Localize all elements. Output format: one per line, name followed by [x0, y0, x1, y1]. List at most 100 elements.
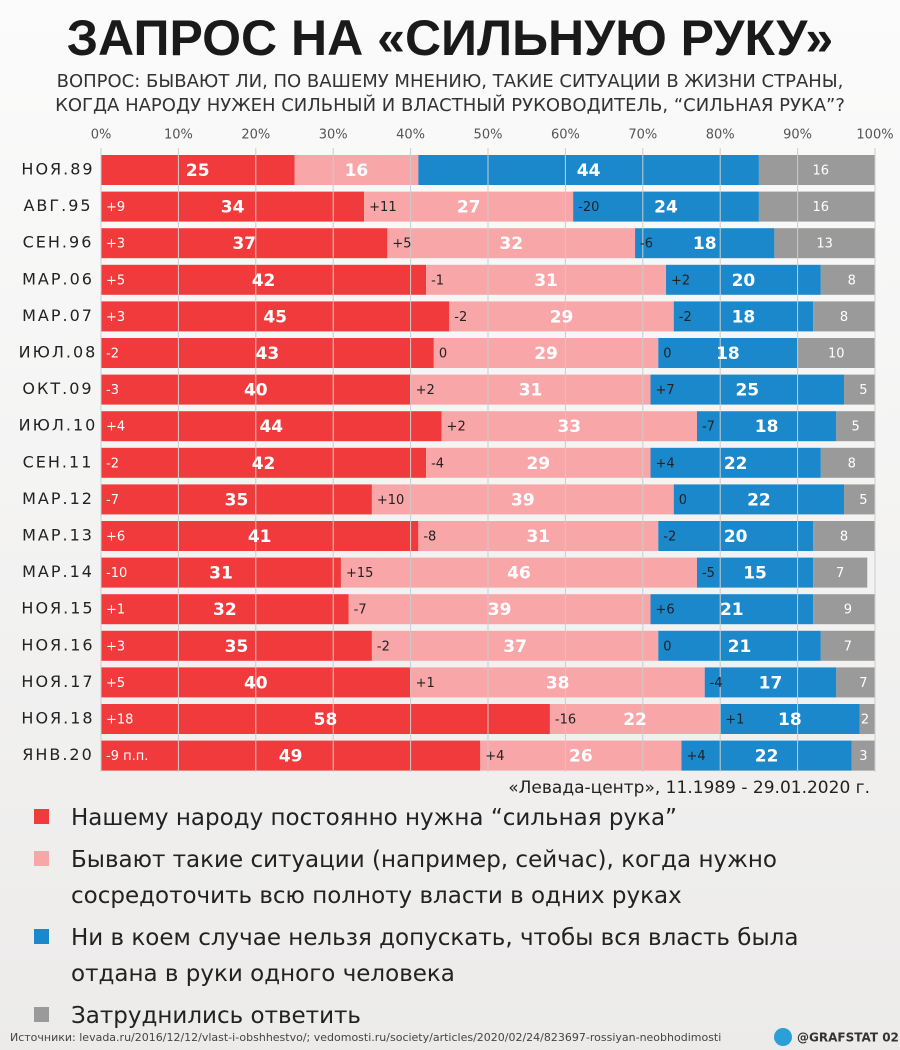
bar-segment: [658, 630, 821, 661]
change-label: +2: [671, 273, 690, 288]
credit: @GRAFSTAT 02.2020: [797, 1031, 900, 1045]
change-label: +10: [377, 493, 404, 508]
value-label: 41: [248, 527, 272, 547]
legend-swatch: [34, 929, 49, 944]
bar-segment: [364, 191, 574, 222]
value-label: 25: [186, 161, 210, 181]
bar-segment: [101, 740, 481, 771]
bar-segment: [704, 667, 837, 698]
category-label: НОЯ.15: [21, 599, 94, 618]
category-label: СЕН.96: [23, 233, 94, 252]
bar-segment: [294, 155, 419, 185]
change-label: +11: [369, 200, 396, 215]
legend: Нашему народу постоянно нужна “сильная р…: [34, 800, 834, 1040]
category-label: СЕН.11: [23, 452, 94, 471]
change-label: 0: [663, 639, 671, 654]
bar-segment: [836, 667, 875, 698]
value-label: 8: [840, 310, 848, 325]
change-label: +4: [485, 749, 504, 764]
value-label: 10: [828, 347, 845, 362]
value-label: 31: [534, 271, 558, 291]
change-label: +7: [656, 383, 675, 398]
change-label: +4: [656, 456, 675, 471]
x-tick-label: 20%: [241, 128, 270, 143]
value-label: 40: [244, 673, 268, 693]
bar-segment: [658, 338, 798, 368]
bar-segment: [101, 704, 550, 734]
footnote: Источники: levada.ru/2016/12/12/vlast-i-…: [10, 1031, 721, 1044]
bar-segment: [101, 191, 365, 222]
change-label: +9: [106, 200, 125, 215]
change-label: -2: [679, 310, 692, 325]
value-label: 32: [499, 234, 523, 254]
bar-segment: [101, 228, 388, 259]
value-label: 22: [724, 454, 748, 474]
bar-segment: [758, 155, 875, 185]
change-label: -16: [555, 713, 576, 728]
bar-segment: [418, 521, 659, 551]
change-label: -20: [578, 200, 599, 215]
change-label: +4: [106, 420, 125, 435]
value-label: 39: [511, 490, 535, 510]
bar-segment: [410, 667, 705, 698]
bar-segment: [371, 630, 659, 661]
bar-segment: [426, 447, 651, 478]
legend-swatch: [34, 851, 49, 866]
value-label: 5: [859, 493, 867, 508]
bar-segment: [673, 484, 845, 515]
bar-segment: [758, 191, 875, 222]
legend-item: Затруднились ответить: [34, 998, 834, 1034]
bar-segment: [820, 630, 875, 661]
value-label: 24: [654, 198, 678, 218]
x-tick-label: 40%: [396, 128, 425, 143]
change-label: +5: [106, 676, 125, 691]
change-label: +5: [106, 273, 125, 288]
change-label: +2: [447, 420, 466, 435]
bar-segment: [820, 264, 875, 295]
change-label: +1: [416, 676, 435, 691]
bar-segment: [387, 228, 636, 259]
bar-segment: [851, 740, 875, 771]
change-label: -5: [702, 566, 715, 581]
change-label: -2: [106, 347, 119, 362]
bar-segment: [859, 704, 875, 734]
category-label: ИЮЛ.08: [19, 343, 98, 362]
bar-segment: [480, 740, 682, 771]
value-label: 44: [259, 417, 283, 437]
category-label: ИЮЛ.10: [19, 416, 98, 435]
legend-swatch: [34, 809, 49, 824]
bar-segment: [673, 301, 814, 332]
bar-segment: [813, 557, 868, 588]
legend-item: Нашему народу постоянно нужна “сильная р…: [34, 800, 834, 836]
value-label: 17: [759, 673, 783, 693]
change-label: +6: [656, 603, 675, 618]
category-label: НОЯ.16: [21, 635, 94, 654]
bar-segment: [101, 155, 295, 185]
value-label: 7: [859, 676, 867, 691]
value-label: 16: [345, 161, 369, 181]
change-label: +18: [106, 713, 133, 728]
category-label: НОЯ.89: [21, 160, 94, 179]
bar-segment: [681, 740, 852, 771]
value-label: 25: [735, 381, 759, 401]
value-label: 9: [844, 603, 852, 618]
value-label: 26: [569, 747, 593, 767]
value-label: 18: [732, 307, 756, 327]
bar-segment: [658, 521, 814, 551]
value-label: 22: [747, 490, 771, 510]
bar-segment: [348, 594, 651, 625]
value-label: 16: [813, 164, 830, 179]
change-label: +6: [106, 530, 125, 545]
category-label: НОЯ.18: [21, 709, 94, 728]
bar-segment: [844, 374, 875, 405]
value-label: 8: [848, 273, 856, 288]
value-label: 40: [244, 381, 268, 401]
change-label: -2: [663, 530, 676, 545]
change-label: +3: [106, 310, 125, 325]
bar-segment: [549, 704, 721, 734]
value-label: 22: [623, 710, 647, 730]
change-label: +15: [346, 566, 373, 581]
category-label: ОКТ.09: [22, 379, 93, 398]
